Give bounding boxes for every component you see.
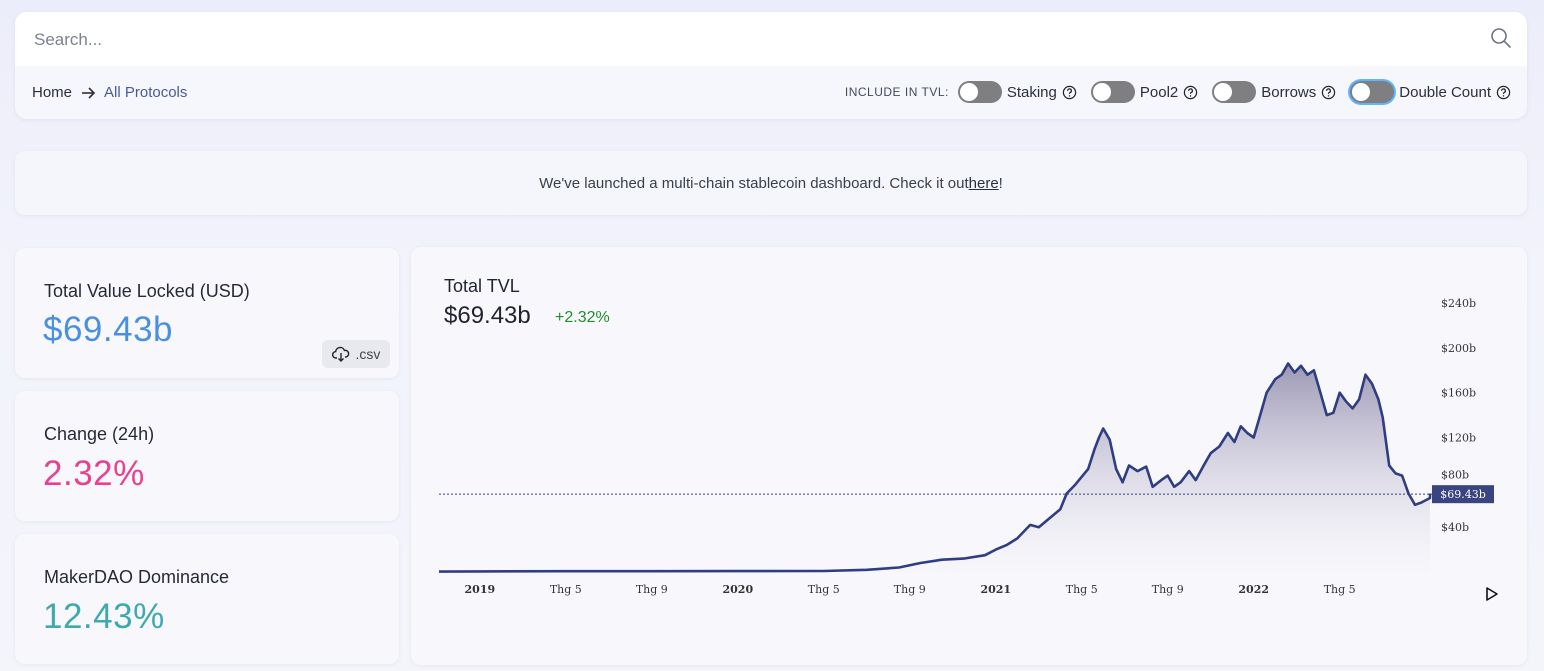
breadcrumb: Home All Protocols: [32, 84, 187, 101]
play-icon[interactable]: [1485, 586, 1499, 602]
banner-text: We've launched a multi-chain stablecoin …: [539, 174, 969, 192]
help-icon[interactable]: [1183, 85, 1198, 100]
staking-toggle[interactable]: [957, 81, 1002, 103]
tvl-options: INCLUDE IN TVL: Staking Pool2 Borrows Do…: [845, 81, 1511, 103]
cloud-download-icon: [331, 346, 349, 362]
x-tick-label: Thg 9: [894, 583, 926, 596]
tvl-stat-value: $69.43b: [43, 310, 174, 349]
tvl-line: [438, 362, 1432, 573]
y-tick-label: $40b: [1441, 521, 1469, 534]
header-card: Home All Protocols INCLUDE IN TVL: Staki…: [15, 12, 1527, 119]
y-tick-label: $120b: [1441, 432, 1476, 445]
x-tick-label: Thg 9: [636, 583, 668, 596]
chart-change: +2.32%: [555, 309, 610, 326]
double-count-label: Double Count: [1399, 83, 1491, 101]
help-icon[interactable]: [1496, 85, 1511, 100]
chart-title: Total TVL: [444, 276, 520, 296]
current-value-label: $69.43b: [1440, 488, 1486, 501]
x-tick-label: 2019: [465, 583, 496, 596]
y-tick-label: $200b: [1441, 342, 1476, 355]
banner-link[interactable]: here: [968, 174, 999, 192]
dominance-stat-value: 12.43%: [43, 597, 165, 636]
y-tick-label: $240b: [1441, 297, 1476, 310]
double-count-toggle[interactable]: [1350, 81, 1395, 103]
arrow-right-icon: [82, 86, 96, 99]
breadcrumb-current[interactable]: All Protocols: [104, 84, 188, 101]
help-icon[interactable]: [1321, 85, 1336, 100]
borrows-toggle[interactable]: [1212, 81, 1257, 103]
x-tick-label: Thg 5: [1324, 583, 1356, 596]
dominance-stat-label: MakerDAO Dominance: [44, 567, 230, 587]
dominance-stat-card: MakerDAO Dominance 12.43%: [15, 534, 399, 664]
tvl-stat-card: Total Value Locked (USD) $69.43b .csv: [15, 248, 399, 378]
search-bar: [15, 12, 1527, 66]
x-tick-label: Thg 9: [1152, 583, 1184, 596]
x-tick-label: 2020: [722, 583, 753, 596]
banner-suffix: !: [998, 174, 1003, 192]
staking-label: Staking: [1006, 83, 1057, 101]
borrows-label: Borrows: [1261, 83, 1317, 101]
current-value-badge: [1432, 485, 1494, 504]
csv-label: .csv: [355, 346, 381, 362]
y-tick-label: $160b: [1441, 387, 1476, 400]
x-tick-label: 2022: [1238, 583, 1269, 596]
help-icon[interactable]: [1062, 85, 1077, 100]
change-stat-value: 2.32%: [43, 454, 145, 493]
x-tick-label: Thg 5: [550, 583, 582, 596]
breadcrumb-home[interactable]: Home: [32, 84, 73, 101]
change-stat-label: Change (24h): [44, 424, 155, 444]
x-tick-label: Thg 5: [1066, 583, 1098, 596]
tvl-chart-card: Total TVL $69.43b +2.32% $69.43b $40b $80b…: [411, 247, 1527, 665]
pool2-label: Pool2: [1139, 83, 1179, 101]
x-tick-label: Thg 5: [808, 583, 840, 596]
include-in-tvl-label: INCLUDE IN TVL:: [844, 85, 949, 99]
chart-value: $69.43b: [444, 302, 531, 329]
announcement-banner: We've launched a multi-chain stablecoin …: [15, 151, 1527, 215]
tvl-area: [439, 363, 1430, 572]
download-csv-button[interactable]: .csv: [322, 340, 390, 368]
search-input[interactable]: [32, 26, 1436, 54]
x-tick-label: 2021: [980, 583, 1011, 596]
y-tick-label: $80b: [1441, 468, 1469, 481]
change-stat-card: Change (24h) 2.32%: [15, 391, 399, 521]
search-icon[interactable]: [1489, 26, 1513, 50]
pool2-toggle[interactable]: [1090, 81, 1135, 103]
tvl-stat-label: Total Value Locked (USD): [44, 281, 250, 301]
